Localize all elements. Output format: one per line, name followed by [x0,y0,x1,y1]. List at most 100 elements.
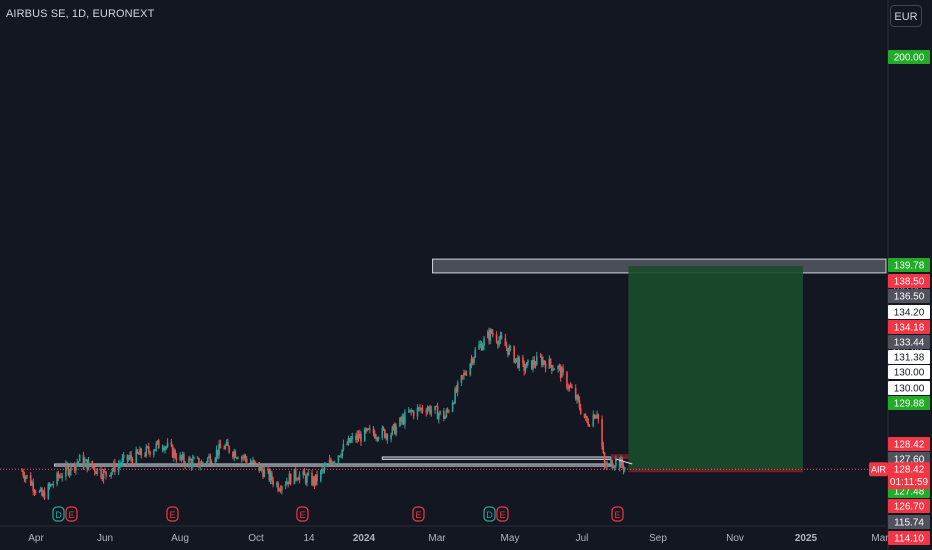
event-marker-letter: D [55,510,62,520]
candle [78,453,81,462]
candle-body [618,458,621,468]
candle-body [456,382,459,392]
candle [611,459,613,469]
candle-body [392,424,395,427]
price-tag: 136.50 [888,289,930,303]
candle [100,466,102,480]
candle [60,473,62,479]
candle-body [179,455,181,460]
candle-body [384,429,386,438]
candle [174,448,176,459]
candle [377,436,380,442]
candle [605,460,607,469]
candle [328,454,331,466]
candle-body [243,455,245,458]
candle-body [479,343,482,346]
candle-body [498,340,500,345]
x-tick-label: Jul [576,533,589,544]
candle [91,460,94,469]
candle [161,444,164,453]
candle [602,441,605,455]
event-marker-letter: D [486,510,493,520]
candle [514,358,517,365]
candle-body [355,435,357,441]
candle [193,455,195,460]
candle-body [105,471,107,476]
zone-stop-5 [610,454,629,460]
candle [360,431,362,446]
candle-body [602,446,605,453]
currency-button[interactable]: EUR [890,5,922,27]
candle-body [386,434,389,440]
candle-body [184,462,186,466]
candle-body [228,446,230,453]
price-tag-label: 200.00 [894,53,925,64]
candle [425,407,428,417]
candle-body [518,357,520,368]
candle [218,439,220,459]
event-marker-letter: E [614,510,620,520]
candle-body [394,424,396,435]
candle-body [373,433,376,439]
candle [67,464,70,477]
candle [114,458,116,476]
candle [29,471,32,487]
price-tag-bg [888,515,930,529]
candle [601,415,603,450]
candle [401,413,404,425]
candle-body [356,434,359,441]
candle [23,471,26,483]
candle [73,462,76,473]
candle [504,333,507,346]
candle-body [377,437,380,440]
candle-body [252,460,254,463]
candle [250,460,253,464]
candle-body [333,461,336,463]
candle-body [524,368,527,371]
candle-body [391,426,394,435]
candle-body [164,447,166,451]
candle [527,359,529,366]
candle [77,460,80,467]
candle [499,331,502,345]
candle-body [174,450,176,458]
candle [438,412,440,424]
candle-body [121,458,124,464]
candle [61,472,63,482]
candle-body [235,457,238,459]
candle-body [140,448,143,456]
candle-body [395,426,397,435]
candle-body [465,374,468,376]
last-price-symbol: AIR [871,465,887,475]
candle-body [70,463,72,472]
last-price-value: 128.42 [894,465,925,476]
candle-body [366,428,369,431]
candle [515,357,518,363]
candle-body [463,372,465,376]
candle [32,478,35,496]
candle-body [464,372,466,375]
candle [384,429,386,439]
candle-body [367,428,370,430]
candle [434,405,436,414]
candle [395,423,397,437]
candle-body [26,475,28,477]
candle [365,427,367,434]
candle [140,447,143,459]
event-marker-bg [166,506,179,522]
candle-body [557,366,559,370]
candle [471,357,474,366]
price-tag-bg [888,499,930,513]
x-tick-label: Oct [248,533,264,544]
candle [490,328,493,335]
event-marker-E: E [496,506,509,522]
candle-body [504,338,507,346]
candle [183,451,185,466]
candle [578,396,581,411]
candle-body [446,410,449,412]
candle [279,485,282,494]
candle-body [281,486,283,491]
candle [522,354,524,368]
candle-body [147,446,150,452]
